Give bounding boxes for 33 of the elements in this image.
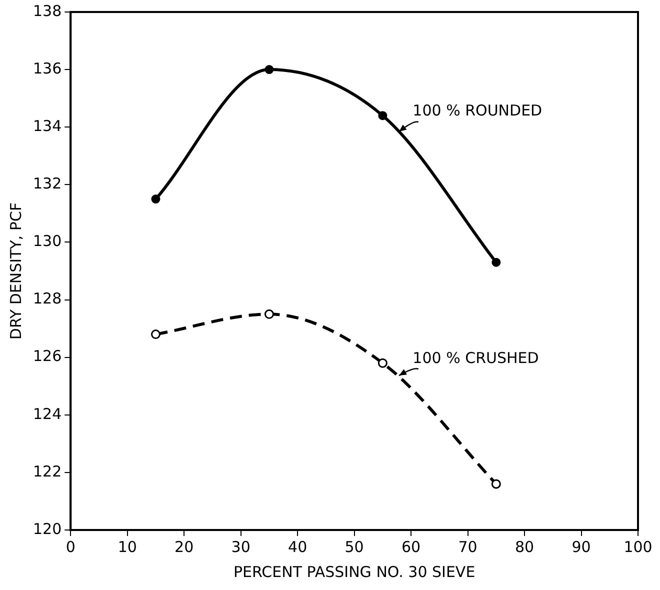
point [151,194,160,204]
y-tick-label: 130 [32,232,62,250]
y-axis-title: DRY DENSITY, PCF [6,202,25,340]
x-tick-label: 10 [118,538,137,556]
x-tick-label: 70 [458,538,478,556]
x-tick-label: 40 [288,538,308,556]
x-tick-label: 60 [402,538,421,556]
y-tick-label: 128 [32,290,62,308]
series-label: 100 % ROUNDED [412,101,542,120]
x-tick-label: 20 [174,538,194,556]
y-tick-label: 124 [32,404,62,423]
y-tick-label: 120 [32,520,62,538]
point [264,309,274,319]
y-tick-label: 126 [32,347,62,366]
point [378,358,388,368]
x-axis-title: PERCENT PASSING NO. 30 SIEVE [233,562,476,581]
y-tick-label: 122 [32,462,62,480]
x-tick-label: 100 [624,538,652,556]
x-tick-label: 80 [514,538,534,556]
point [264,65,274,74]
y-tick-label: 132 [32,174,62,193]
y-tick-label: 134 [32,117,62,135]
point [150,330,160,340]
x-tick-label: 90 [572,538,591,556]
x-tick-label: 0 [66,538,76,556]
y-tick-label: 136 [32,59,62,78]
point [492,258,501,267]
x-tick-label: 30 [231,538,250,556]
x-tick-label: 50 [344,538,364,556]
y-tick-label: 138 [32,2,62,20]
point [491,479,501,489]
series-label: 100 % CRUSHED [412,348,539,367]
point [378,111,388,120]
